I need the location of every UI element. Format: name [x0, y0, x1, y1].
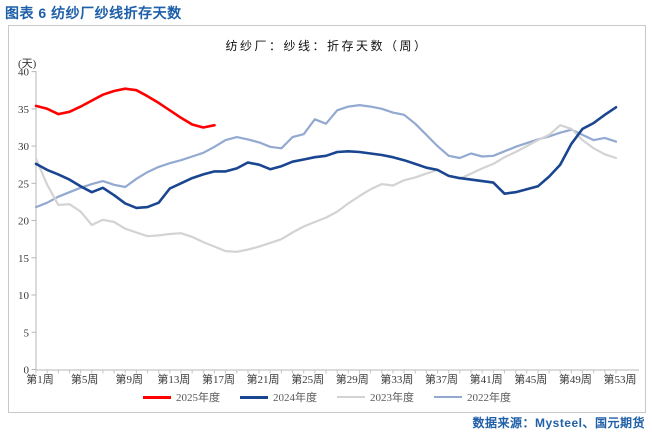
legend-label: 2023年度	[370, 392, 414, 404]
legend-label: 2022年度	[467, 392, 511, 404]
y-tick-label: 5	[24, 327, 30, 339]
x-tick-label: 第53周	[604, 372, 637, 386]
legend-swatch	[143, 395, 171, 399]
y-axis-ticks: 0 5 10 15 20 25 30 35 40	[18, 67, 36, 377]
x-tick-label: 第5周	[71, 372, 99, 386]
legend-swatch	[337, 396, 365, 398]
legend-swatch	[434, 396, 462, 398]
x-tick-label: 第17周	[202, 372, 235, 386]
legend-label: 2025年度	[176, 392, 220, 404]
y-tick-label: 0	[24, 365, 30, 377]
line-chart-canvas: 0 5 10 15 20 25 30 35 40 第1周 第5周 第9周 第13周 第17周 第21周 第25…	[18, 67, 639, 386]
x-tick-label: 第9周	[115, 372, 143, 386]
y-tick-label: 20	[18, 216, 30, 228]
chart-title: 纺纱厂：纱线：折存天数（周）	[225, 39, 429, 53]
x-tick-label: 第21周	[247, 372, 280, 386]
y-tick-label: 10	[18, 290, 30, 302]
legend-item-2022: 2022年度	[434, 389, 511, 405]
series-line-2023	[34, 124, 618, 253]
chart-legend: 2025年度 2024年度 2023年度 2022年度	[9, 389, 645, 405]
y-tick-label: 15	[18, 253, 30, 265]
y-tick-label: 40	[18, 67, 30, 79]
y-tick-label: 30	[18, 141, 30, 153]
y-tick-label: 25	[18, 178, 30, 190]
x-tick-label: 第41周	[470, 372, 503, 386]
x-tick-label: 第25周	[291, 372, 324, 386]
x-axis-ticks: 第1周 第5周 第9周 第13周 第17周 第21周 第25周 第29周 第33周 第37周 第41…	[26, 370, 637, 386]
y-axis-unit-label: (天)	[18, 58, 37, 70]
chart-panel: 纺纱厂：纱线：折存天数（周） (天) 0 5 10 15 20 25 30 35 40 第1周 第5…	[8, 25, 646, 413]
x-tick-label: 第13周	[157, 372, 190, 386]
legend-item-2023: 2023年度	[337, 389, 414, 405]
series-line-2024	[34, 106, 618, 210]
x-tick-label: 第33周	[380, 372, 413, 386]
x-tick-label: 第49周	[559, 372, 592, 386]
legend-swatch	[240, 395, 268, 399]
x-tick-label: 第45周	[514, 372, 547, 386]
series-line-2022	[34, 103, 618, 209]
page-title: 图表 6 纺纱厂纱线折存天数	[5, 5, 182, 21]
x-tick-label: 第37周	[425, 372, 458, 386]
series-line-2025	[34, 87, 216, 129]
x-tick-label: 第1周	[26, 372, 54, 386]
legend-item-2024: 2024年度	[240, 389, 317, 405]
axes	[35, 71, 639, 371]
y-tick-label: 35	[18, 104, 30, 116]
legend-item-2025: 2025年度	[143, 389, 220, 405]
data-source: 数据来源：Mysteel、国元期货	[472, 416, 645, 430]
x-tick-label: 第29周	[336, 372, 369, 386]
legend-label: 2024年度	[273, 392, 317, 404]
